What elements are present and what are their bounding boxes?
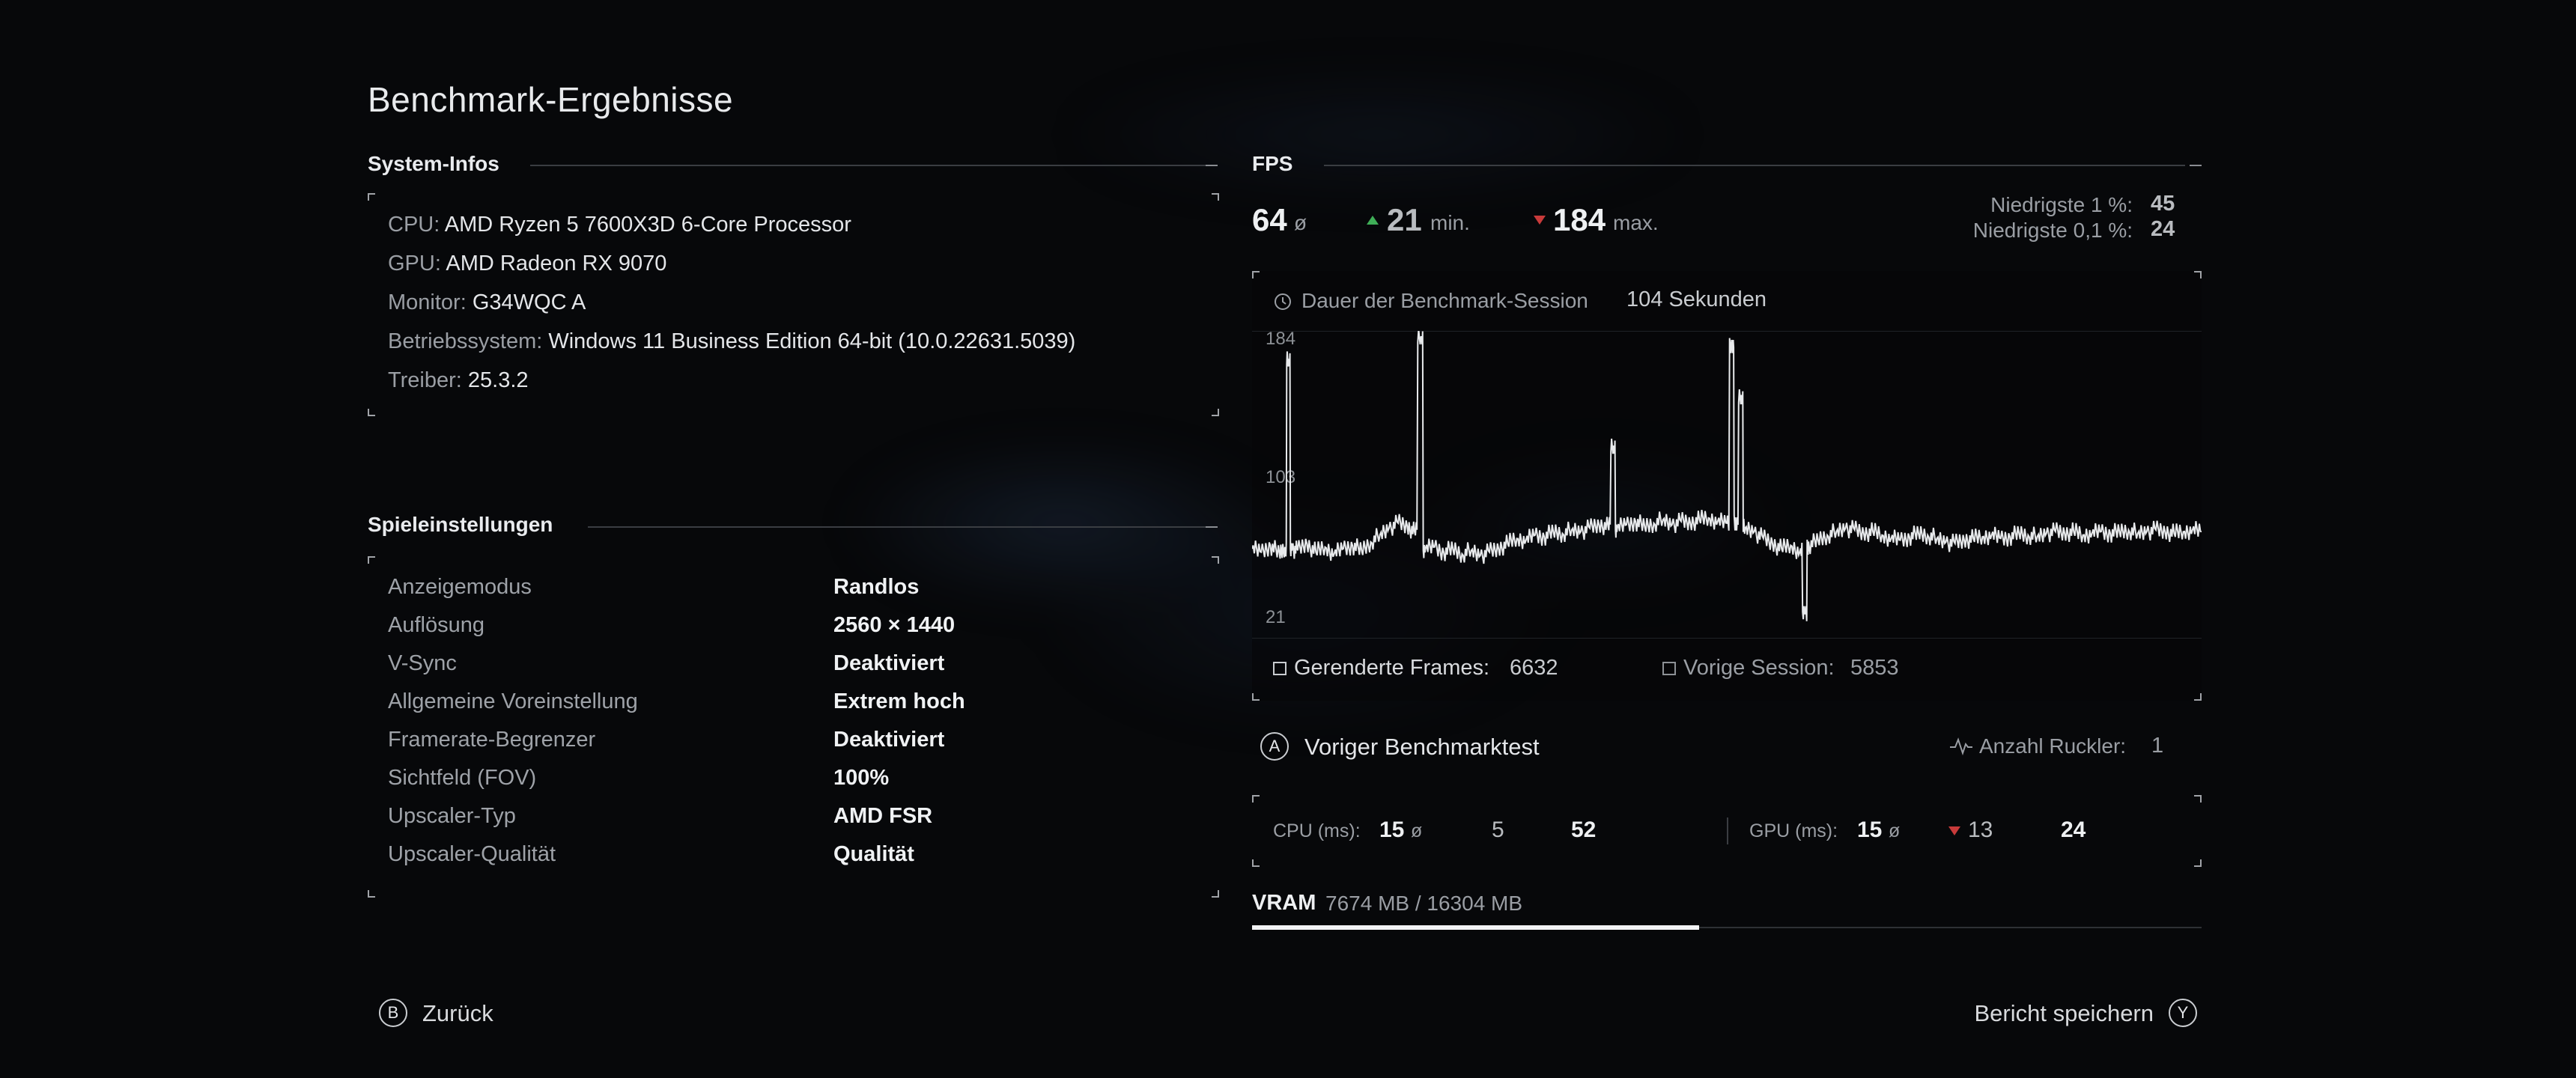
fps-min: 21 <box>1387 202 1422 237</box>
cpu-ms-label: CPU (ms): <box>1273 820 1361 841</box>
rendered-frames-checkbox[interactable] <box>1273 662 1287 675</box>
setting-value-fov: 100% <box>833 766 890 790</box>
setting-label-display-mode: Anzeigemodus <box>388 575 532 599</box>
gpu-ms-max: 24 <box>2061 817 2086 842</box>
setting-label-upscaler-quality: Upscaler-Qualität <box>388 842 556 866</box>
divider <box>530 165 1210 166</box>
vram-bar-fill <box>1252 925 1699 930</box>
frame-time-divider <box>1727 817 1728 844</box>
fps-low01-label: Niedrigste 0,1 %: <box>1972 219 2133 242</box>
save-report-button[interactable]: Bericht speichern <box>1974 1000 2154 1026</box>
setting-value-resolution: 2560 × 1440 <box>833 613 956 637</box>
divider <box>588 526 1210 528</box>
session-duration-value: 104 Sekunden <box>1626 287 1767 311</box>
setting-value-upscaler-quality: Qualität <box>833 842 914 866</box>
cpu-ms-avg-symbol: ø <box>1411 820 1423 841</box>
fps-title: FPS <box>1252 152 1293 175</box>
fps-average-symbol: ø <box>1294 211 1307 234</box>
system-info-driver: Treiber: 25.3.2 <box>388 368 529 392</box>
max-down-arrow-icon <box>1534 216 1546 225</box>
clock-icon <box>1275 293 1291 310</box>
fps-low1-label: Niedrigste 1 %: <box>1990 193 2133 216</box>
setting-value-upscaler-type: AMD FSR <box>833 804 933 828</box>
gpu-ms-min: 13 <box>1968 817 1993 842</box>
chart-bottom-line <box>1252 638 2202 639</box>
system-info-os: Betriebssystem: Windows 11 Business Edit… <box>388 329 1076 353</box>
stutter-count-value: 1 <box>2151 734 2164 758</box>
system-info-panel: CPU: AMD Ryzen 5 7600X3D 6-Core Processo… <box>368 193 1219 416</box>
setting-label-resolution: Auflösung <box>388 613 484 637</box>
setting-label-fov: Sichtfeld (FOV) <box>388 766 537 790</box>
cpu-ms-max: 52 <box>1571 817 1597 842</box>
fps-low1-value: 45 <box>2151 192 2175 216</box>
fps-max: 184 <box>1553 202 1606 237</box>
vram-bar-track <box>1252 927 2202 928</box>
setting-label-vsync: V-Sync <box>388 651 457 675</box>
frame-time-panel: CPU (ms): 15 ø 5 52 GPU (ms): 15 ø 13 24 <box>1252 795 2202 867</box>
setting-label-upscaler-type: Upscaler-Typ <box>388 804 516 828</box>
setting-value-display-mode: Randlos <box>833 575 920 599</box>
divider-end <box>1206 526 1218 528</box>
chart-top-line <box>1252 331 2202 332</box>
b-button-icon[interactable]: B <box>379 999 407 1027</box>
system-info-gpu: GPU: AMD Radeon RX 9070 <box>388 252 667 275</box>
cpu-ms-avg: 15 <box>1379 817 1405 842</box>
gpu-ms-label: GPU (ms): <box>1749 820 1838 841</box>
stutter-count-label: Anzahl Ruckler: <box>1979 734 2127 758</box>
system-info-title: System-Infos <box>368 152 499 175</box>
previous-session-checkbox[interactable] <box>1662 662 1676 675</box>
game-settings-panel <box>368 556 1219 898</box>
divider-end <box>2190 165 2202 166</box>
fps-average: 64 <box>1252 202 1287 237</box>
fps-series-line <box>1252 331 2202 621</box>
previous-session-value: 5853 <box>1850 656 1899 680</box>
fps-low01-value: 24 <box>2151 217 2175 241</box>
fps-chart-panel: Dauer der Benchmark-Session 104 Sekunden… <box>1252 271 2202 701</box>
min-up-arrow-icon <box>1367 216 1379 225</box>
previous-benchmark-button[interactable]: Voriger Benchmarktest <box>1304 734 1540 760</box>
back-button[interactable]: Zurück <box>422 1000 493 1026</box>
y-tick-label: 184 <box>1266 331 1295 349</box>
y-tick-label: 103 <box>1266 467 1295 487</box>
vram-label: VRAM <box>1252 891 1316 915</box>
previous-session-label: Vorige Session: <box>1683 656 1835 680</box>
fps-min-label: min. <box>1430 211 1470 234</box>
setting-value-preset: Extrem hoch <box>833 689 965 713</box>
y-button-icon[interactable]: Y <box>2169 999 2197 1027</box>
divider <box>1324 165 2185 166</box>
system-info-cpu: CPU: AMD Ryzen 5 7600X3D 6-Core Processo… <box>388 213 851 237</box>
y-tick-label: 21 <box>1266 607 1286 627</box>
setting-value-vsync: Deaktiviert <box>833 651 945 675</box>
cpu-ms-min: 5 <box>1492 817 1504 842</box>
session-duration-label: Dauer der Benchmark-Session <box>1301 289 1588 312</box>
pulse-icon <box>1950 737 1972 756</box>
page-title: Benchmark-Ergebnisse <box>368 80 734 119</box>
setting-label-framerate-limiter: Framerate-Begrenzer <box>388 728 596 752</box>
system-info-monitor: Monitor: G34WQC A <box>388 290 586 314</box>
a-button-icon[interactable]: A <box>1260 732 1289 761</box>
fps-max-label: max. <box>1613 211 1659 234</box>
gpu-ms-avg-symbol: ø <box>1889 820 1901 841</box>
vram-value: 7674 MB / 16304 MB <box>1325 892 1523 915</box>
fps-line-chart: 184 103 21 <box>1252 331 2202 627</box>
gpu-ms-avg: 15 <box>1857 817 1883 842</box>
rendered-frames-label: Gerenderte Frames: <box>1294 656 1490 680</box>
gpu-min-down-arrow-icon <box>1948 826 1960 835</box>
setting-label-preset: Allgemeine Voreinstellung <box>388 689 638 713</box>
rendered-frames-value: 6632 <box>1510 656 1558 680</box>
setting-value-framerate-limiter: Deaktiviert <box>833 728 945 752</box>
game-settings-title: Spieleinstellungen <box>368 513 553 536</box>
divider-end <box>1206 165 1218 166</box>
